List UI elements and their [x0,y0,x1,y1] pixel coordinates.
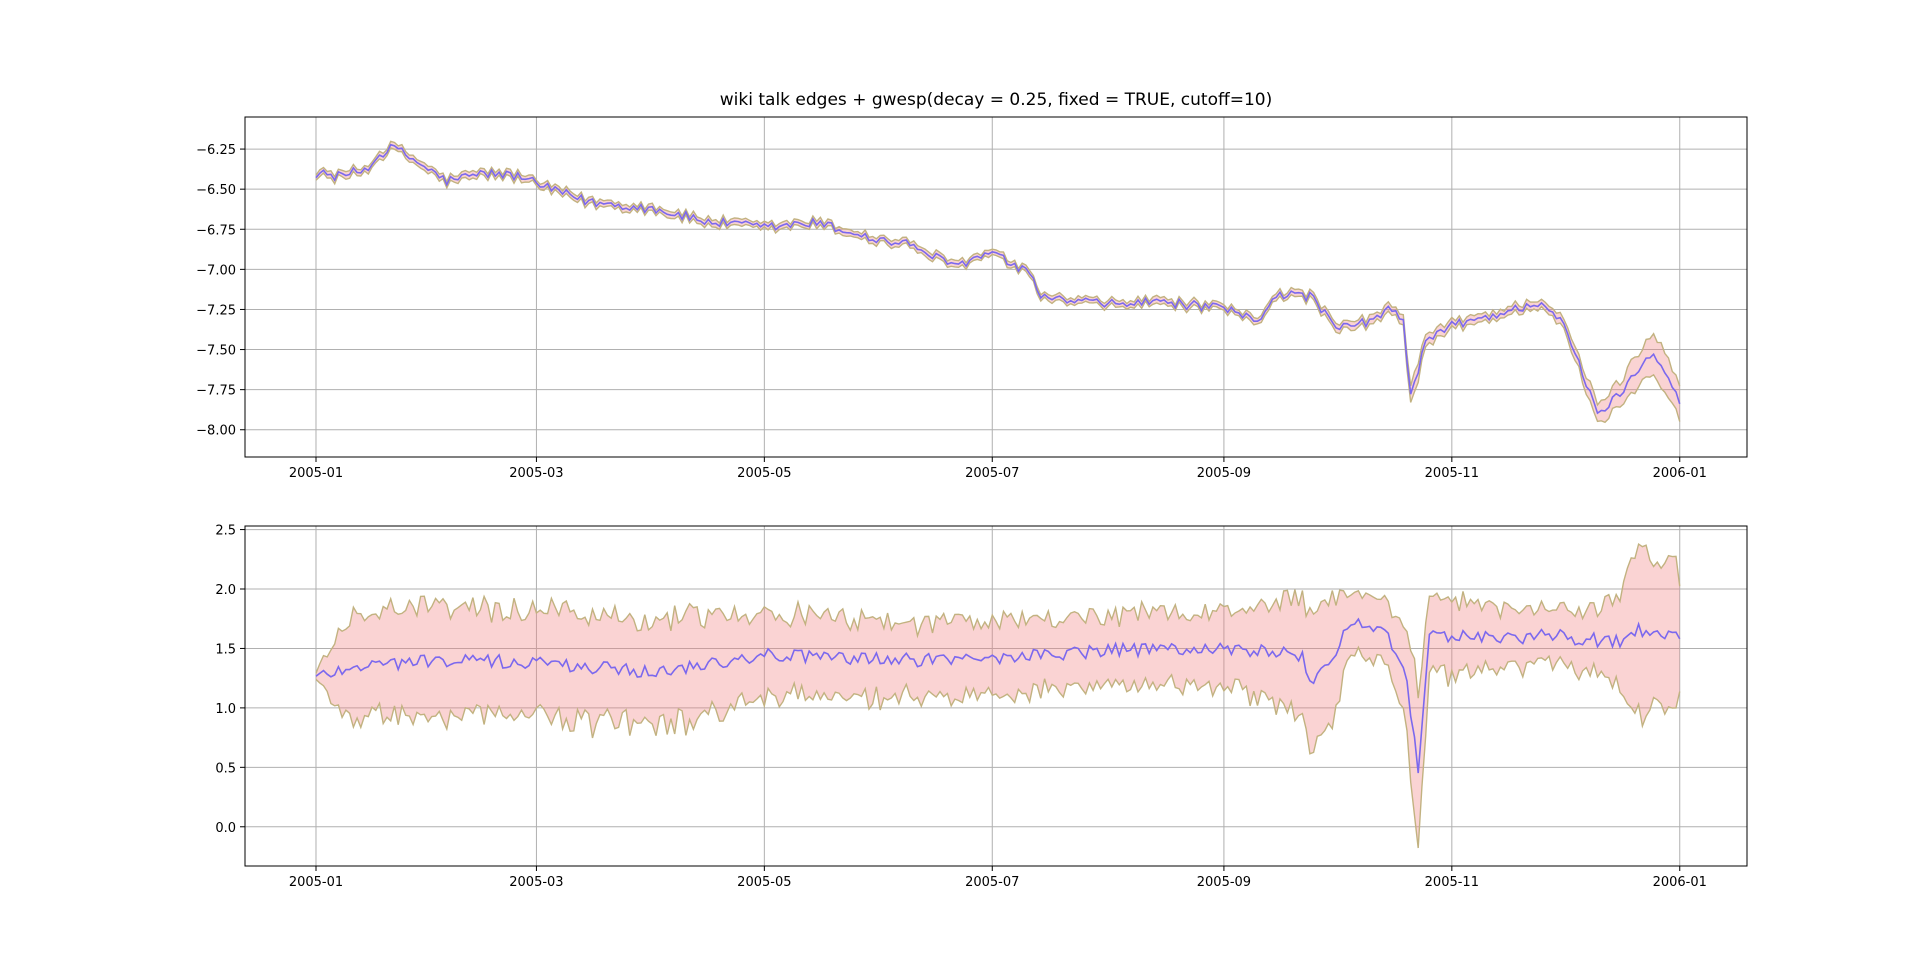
x-tick-label: 2005-03 [509,875,563,890]
y-tick-label: −7.00 [196,263,236,278]
x-tick-label: 2006-01 [1653,875,1707,890]
axes-frame [244,116,1748,458]
y-tick-label: 1.5 [215,642,236,657]
y-tick-label: −6.75 [196,223,236,238]
y-tick-label: −6.25 [196,143,236,158]
x-tick-label: 2005-09 [1197,875,1251,890]
y-tick-label: 0.0 [215,821,236,836]
x-tick-label: 2005-03 [509,466,563,481]
confidence-band [316,141,1680,423]
chart-panel-2: 2005-01 2005-03 2005-05 2005-07 2005-09 2005-… [215,524,1748,890]
band-upper-edge [315,542,1681,699]
x-tick-label: 2005-01 [289,466,343,481]
y-tick-label: 2.0 [215,583,236,598]
y-tick-label: −8.00 [196,424,236,439]
grid: 2005-01 2005-03 2005-05 2005-07 2005-09 2005-… [215,524,1747,890]
chart-panel-1: 2005-01 2005-03 2005-05 2005-07 2005-09 2005-… [196,116,1748,481]
x-tick-label: 2005-07 [965,466,1019,481]
chart-title: wiki talk edges + gwesp(decay = 0.25, fi… [719,90,1273,110]
grid: 2005-01 2005-03 2005-05 2005-07 2005-09 2005-… [196,117,1747,481]
x-tick-label: 2005-09 [1197,466,1251,481]
y-tick-label: −6.50 [196,183,236,198]
x-tick-label: 2005-11 [1425,466,1479,481]
plot-area [315,140,1681,424]
x-tick-label: 2005-01 [289,875,343,890]
y-tick-label: 2.5 [215,524,236,539]
y-tick-label: 1.0 [215,702,236,717]
y-tick-label: −7.25 [196,303,236,318]
y-tick-label: −7.75 [196,384,236,399]
y-tick-label: −7.50 [196,344,236,359]
y-tick-label: 0.5 [215,761,236,776]
series-line [315,617,1681,774]
band-lower-edge [315,645,1681,849]
x-tick-label: 2006-01 [1653,466,1707,481]
x-tick-label: 2005-11 [1425,875,1479,890]
band-upper-edge [315,140,1681,407]
x-tick-label: 2005-05 [737,875,791,890]
band-lower-edge [315,147,1681,424]
series-line [315,143,1681,415]
x-tick-label: 2005-07 [965,875,1019,890]
axes-frame [244,525,1748,867]
plot-area [315,542,1681,849]
x-tick-label: 2005-05 [737,466,791,481]
